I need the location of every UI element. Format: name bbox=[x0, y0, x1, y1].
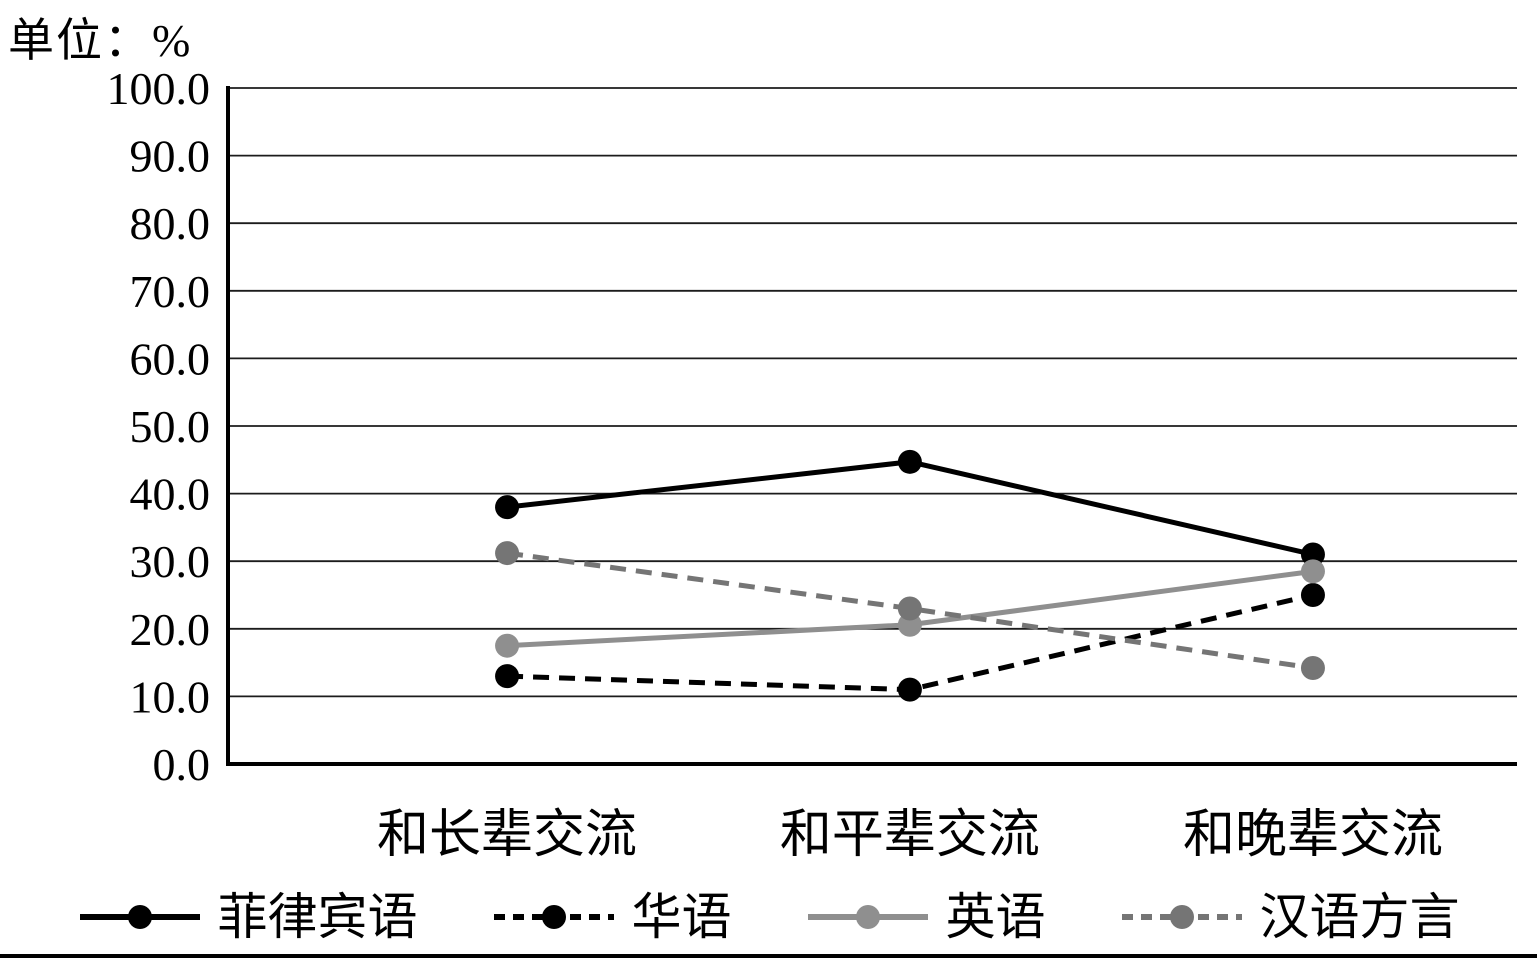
legend-item-mandarin: 华语 bbox=[492, 892, 732, 942]
data-point-2-2 bbox=[1300, 559, 1325, 584]
legend-label: 汉语方言 bbox=[1259, 889, 1460, 945]
legend-marker bbox=[855, 905, 880, 929]
data-point-3-1 bbox=[897, 596, 922, 621]
x-axis-label: 和晚辈交流 bbox=[1183, 807, 1443, 864]
legend-item-english: 英语 bbox=[806, 892, 1046, 942]
legend-label: 英语 bbox=[945, 889, 1046, 945]
data-point-3-2 bbox=[1300, 656, 1325, 681]
data-point-3-0 bbox=[495, 541, 520, 566]
data-point-1-1 bbox=[897, 677, 922, 702]
x-axis-label: 和长辈交流 bbox=[377, 807, 637, 864]
y-tick-label: 40.0 bbox=[130, 469, 211, 520]
y-tick-label: 60.0 bbox=[130, 333, 211, 384]
y-tick-label: 20.0 bbox=[130, 604, 211, 655]
legend-swatch-dashed-black-icon bbox=[493, 905, 614, 929]
y-tick-label: 80.0 bbox=[130, 198, 211, 249]
y-tick-label: 10.0 bbox=[130, 671, 211, 722]
chart-legend: 菲律宾语 华语 英语 汉语方言 bbox=[0, 884, 1537, 950]
y-tick-label: 100.0 bbox=[107, 63, 211, 114]
y-tick-label: 70.0 bbox=[130, 266, 211, 317]
legend-swatch-solid-black-icon bbox=[79, 905, 200, 929]
y-tick-label: 0.0 bbox=[153, 739, 211, 790]
x-axis-label: 和平辈交流 bbox=[780, 807, 1040, 864]
figure-bottom-border bbox=[0, 954, 1537, 958]
legend-swatch-solid-gray-icon bbox=[807, 905, 928, 929]
legend-marker bbox=[1169, 905, 1194, 929]
series-line-0 bbox=[506, 459, 1314, 557]
data-point-1-2 bbox=[1300, 583, 1325, 607]
line-chart-plot: 0.0 10.0 20.0 30.0 40.0 50.0 60.0 70.0 80.0 90.0 1… bbox=[107, 63, 1517, 864]
legend-marker bbox=[541, 905, 566, 929]
legend-label: 菲律宾语 bbox=[217, 889, 418, 945]
series-line-3 bbox=[506, 550, 1314, 671]
y-tick-label: 50.0 bbox=[130, 401, 211, 452]
data-point-0-1 bbox=[897, 449, 922, 474]
legend-item-filipino: 菲律宾语 bbox=[78, 892, 418, 942]
legend-label: 华语 bbox=[631, 889, 732, 945]
data-point-2-0 bbox=[495, 633, 520, 658]
legend-item-chinese-dialect: 汉语方言 bbox=[1120, 892, 1460, 942]
y-tick-label: 30.0 bbox=[130, 536, 211, 587]
legend-marker bbox=[127, 905, 152, 929]
unit-label: 单位：% bbox=[8, 15, 193, 66]
legend-swatch-dashed-gray-icon bbox=[1121, 905, 1242, 929]
y-tick-label: 90.0 bbox=[130, 131, 211, 182]
data-point-0-0 bbox=[495, 495, 520, 520]
data-point-0-2 bbox=[1300, 542, 1325, 567]
data-point-1-0 bbox=[495, 664, 520, 689]
